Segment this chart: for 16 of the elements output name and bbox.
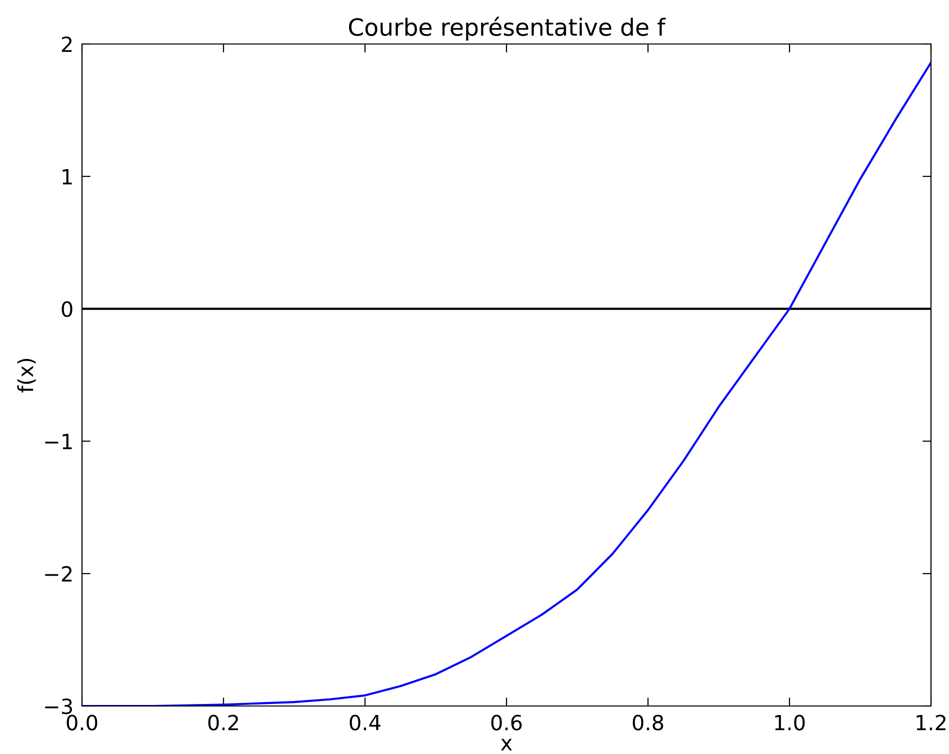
x-tick-label: 0.2 [208, 714, 238, 730]
x-tick-label: 1.0 [775, 714, 805, 730]
y-tick-label: 0 [62, 301, 72, 318]
y-tick-label: −2 [45, 566, 72, 582]
x-tick-label: 0.0 [66, 714, 98, 730]
x-tick-label: 0.4 [350, 714, 380, 730]
x-tick-label: 1.2 [916, 714, 946, 730]
y-tick-label: −1 [45, 434, 72, 450]
chart-title: Courbe représentative de f [348, 16, 666, 41]
x-axis-title: x [500, 738, 512, 750]
y-tick-label: −3 [45, 698, 72, 714]
x-tick-label: 0.8 [632, 714, 664, 730]
y-axis-title: f(x) [17, 358, 36, 392]
y-tick-label: 1 [62, 169, 72, 184]
y-tick-label: 2 [62, 36, 72, 52]
x-tick-label: 0.6 [491, 714, 522, 730]
